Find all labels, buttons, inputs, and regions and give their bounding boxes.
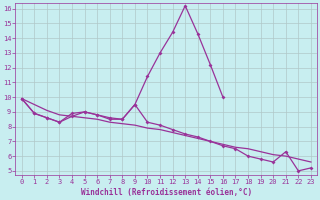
X-axis label: Windchill (Refroidissement éolien,°C): Windchill (Refroidissement éolien,°C) <box>81 188 252 197</box>
